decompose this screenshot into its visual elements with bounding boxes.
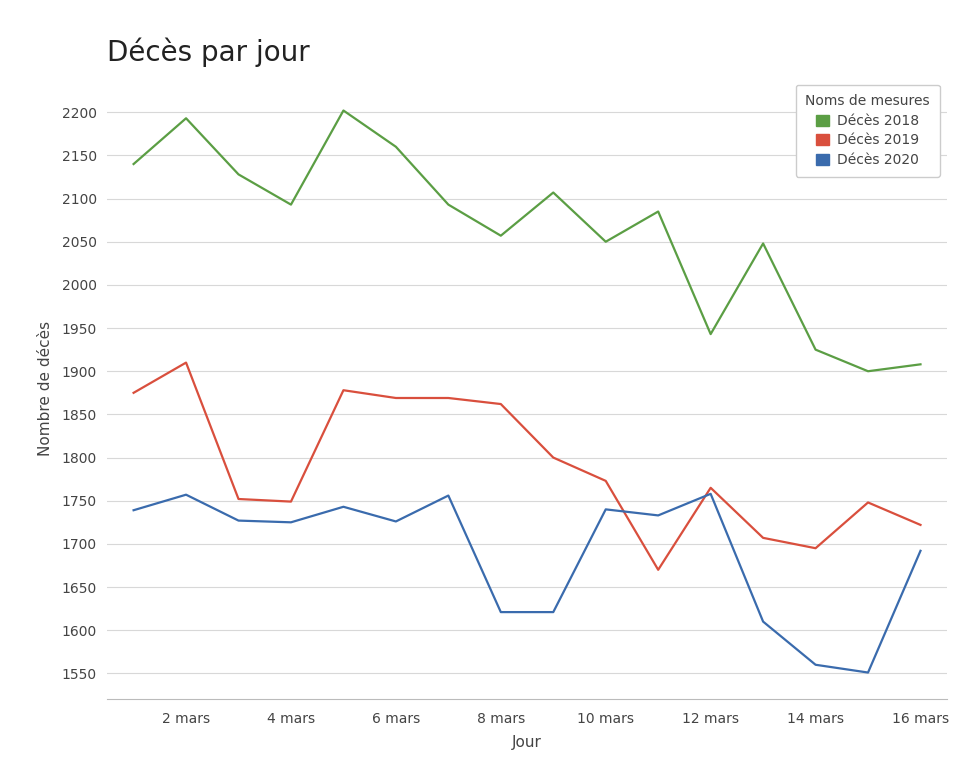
Décès 2018 [548, 188, 559, 197]
Décès 2019 [232, 494, 244, 503]
Décès 2018 [862, 367, 874, 376]
Décès 2018 [232, 169, 244, 179]
Décès 2020 [128, 506, 140, 515]
Décès 2020 [915, 546, 926, 556]
Décès 2018 [442, 200, 454, 209]
Line: Décès 2019: Décès 2019 [134, 363, 920, 570]
Décès 2020 [285, 517, 297, 527]
Décès 2019 [705, 483, 716, 493]
Décès 2020 [338, 502, 349, 511]
Décès 2018 [181, 113, 192, 123]
Décès 2019 [600, 476, 612, 486]
Décès 2018 [705, 329, 716, 339]
Legend: Décès 2018, Décès 2019, Décès 2020: Décès 2018, Décès 2019, Décès 2020 [795, 85, 940, 176]
Décès 2019 [390, 393, 402, 402]
Décès 2020 [862, 668, 874, 678]
Text: Décès par jour: Décès par jour [107, 37, 310, 67]
Décès 2018 [600, 237, 612, 246]
Décès 2019 [652, 565, 664, 574]
Décès 2018 [495, 231, 507, 240]
Décès 2018 [128, 159, 140, 169]
Line: Décès 2018: Décès 2018 [134, 110, 920, 371]
Décès 2019 [495, 399, 507, 409]
Décès 2018 [810, 345, 822, 354]
Décès 2020 [548, 608, 559, 617]
Décès 2019 [810, 544, 822, 553]
Décès 2019 [128, 388, 140, 398]
Décès 2019 [757, 533, 769, 542]
Décès 2018 [757, 239, 769, 248]
Décès 2019 [181, 358, 192, 368]
Décès 2020 [705, 490, 716, 499]
Décès 2019 [915, 521, 926, 530]
Décès 2018 [390, 142, 402, 152]
Décès 2018 [652, 207, 664, 216]
X-axis label: Jour: Jour [512, 735, 542, 750]
Décès 2019 [442, 393, 454, 402]
Décès 2020 [390, 517, 402, 526]
Décès 2020 [757, 617, 769, 626]
Décès 2020 [232, 516, 244, 525]
Décès 2020 [442, 491, 454, 500]
Y-axis label: Nombre de décès: Nombre de décès [38, 321, 54, 456]
Décès 2020 [810, 660, 822, 670]
Décès 2018 [285, 200, 297, 209]
Décès 2019 [862, 498, 874, 507]
Décès 2020 [495, 608, 507, 617]
Décès 2020 [600, 505, 612, 514]
Décès 2018 [338, 106, 349, 115]
Décès 2019 [548, 453, 559, 462]
Décès 2018 [915, 360, 926, 369]
Décès 2020 [652, 510, 664, 520]
Décès 2019 [285, 497, 297, 507]
Décès 2020 [181, 490, 192, 500]
Décès 2019 [338, 385, 349, 395]
Line: Décès 2020: Décès 2020 [134, 494, 920, 673]
